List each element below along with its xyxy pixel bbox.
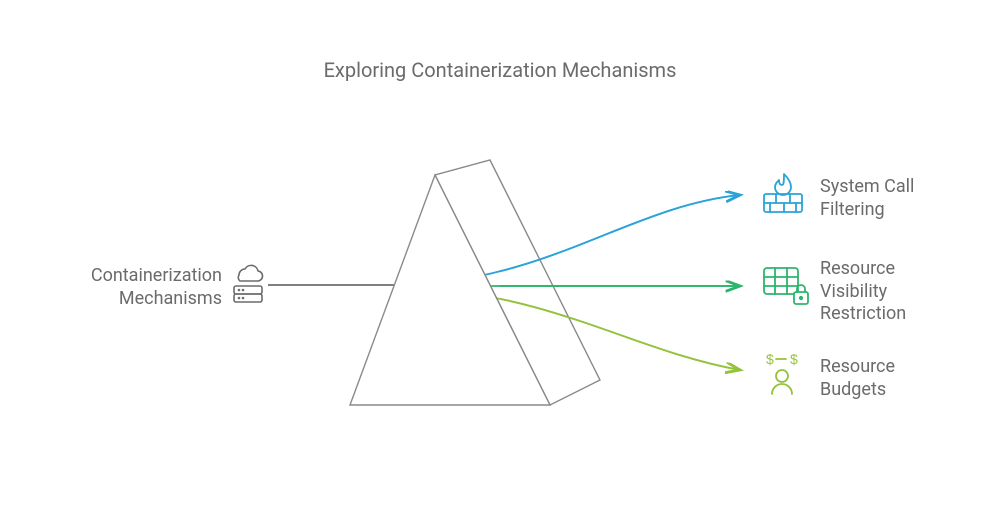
budgets-label-line1: Resource: [820, 356, 895, 377]
svg-text:$: $: [766, 351, 774, 367]
person-budget-icon: $ $: [760, 350, 806, 400]
visibility-label: Resource Visibility Restriction: [820, 258, 980, 326]
diagram-svg: [0, 0, 1000, 505]
syscall-label: System Call Filtering: [820, 176, 980, 221]
budgets-label-line2: Budgets: [820, 379, 886, 400]
grid-lock-icon: [760, 262, 810, 312]
svg-text:$: $: [790, 351, 798, 367]
visibility-label-line2: Visibility: [820, 281, 887, 302]
input-label: Containerization Mechanisms: [42, 265, 222, 310]
syscall-label-line2: Filtering: [820, 199, 885, 220]
input-label-line1: Containerization: [91, 265, 222, 286]
input-label-line2: Mechanisms: [119, 288, 222, 309]
visibility-label-line3: Restriction: [820, 303, 906, 324]
cloud-server-icon: [228, 260, 268, 310]
budgets-label: Resource Budgets: [820, 356, 980, 401]
diagram-stage: Exploring Containerization Mechanisms: [0, 0, 1000, 505]
firewall-flame-icon: [760, 170, 806, 220]
visibility-label-line1: Resource: [820, 258, 895, 279]
syscall-label-line1: System Call: [820, 176, 914, 197]
